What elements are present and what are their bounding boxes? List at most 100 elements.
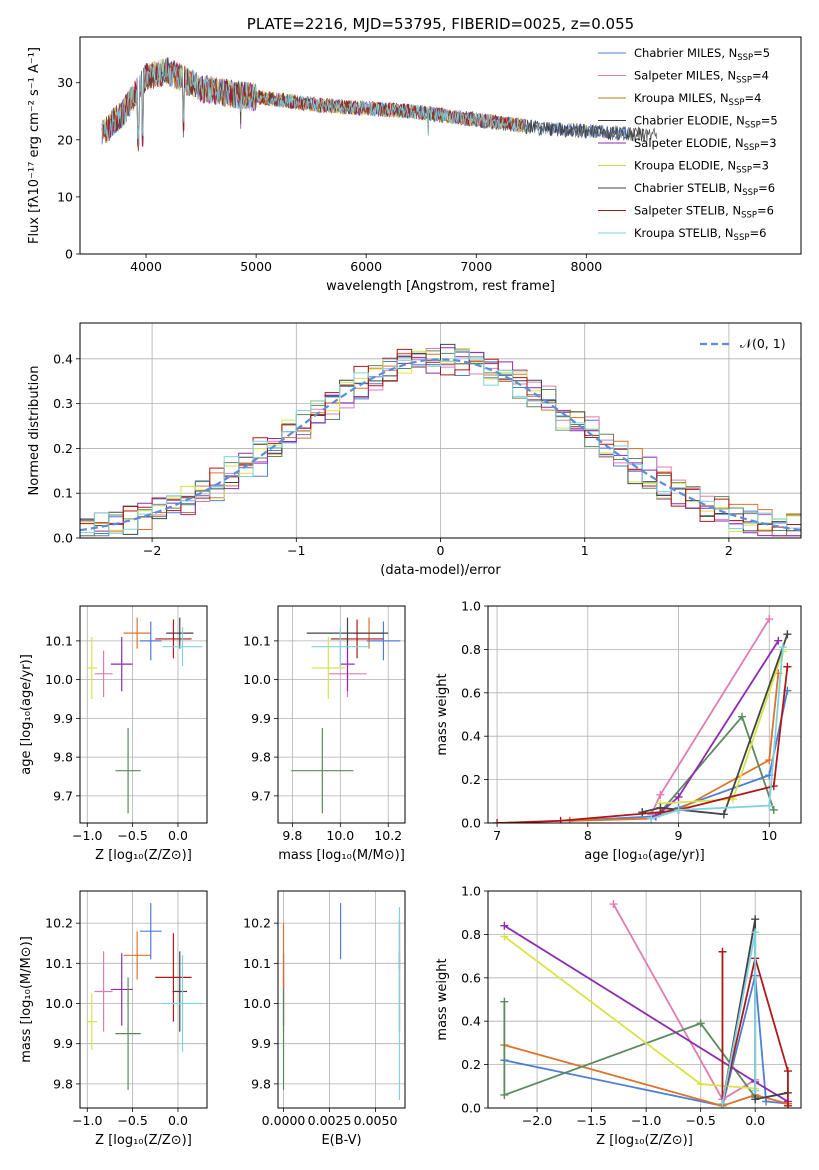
legend-value: =4 [744, 91, 761, 105]
x-tick-label: 5000 [240, 259, 272, 274]
y-axis-label: mass [log₁₀(M/M⊙)] [19, 936, 34, 1063]
x-tick-label: −1.0 [72, 828, 102, 843]
weight-line [642, 633, 789, 816]
y-tick-label: 9.7 [251, 788, 271, 803]
y-tick-label: 9.9 [53, 711, 73, 726]
legend-value: =6 [758, 181, 775, 195]
chart-title: PLATE=2216, MJD=53795, FIBERID=0025, z=0… [247, 15, 634, 33]
data-marker [500, 1090, 509, 1099]
legend-label: Kroupa MILES, NSSP=4 [634, 91, 761, 108]
legend-label: 𝒩(0, 1) [740, 336, 786, 351]
x-tick-label: 0.0 [168, 1113, 188, 1128]
legend-label: Kroupa STELIB, NSSP=6 [634, 226, 766, 243]
data-marker [738, 712, 747, 721]
x-tick-label: −0.5 [685, 1113, 715, 1128]
plot-area [86, 903, 203, 1090]
y-tick-label: 0.0 [461, 1101, 481, 1116]
axes-frame [79, 36, 802, 255]
x-tick-label: 10.2 [374, 828, 402, 843]
y-axis-label: Flux [fλ10⁻¹⁷ erg cm⁻² s⁻¹ A⁻¹] [27, 47, 42, 244]
mass-weight-vs-age-panel: 7 8 9 10 0.0 0.2 0.4 0.6 0.8 1.0 age [log₁₀(age/yr… [435, 599, 802, 863]
x-tick-label: −1.0 [72, 1113, 102, 1128]
y-tick-label: 0 [65, 247, 73, 262]
y-tick-label: 0.6 [461, 685, 481, 700]
y-tick-label: 0.4 [461, 1014, 481, 1029]
x-axis-label: age [log₁₀(age/yr)] [584, 848, 705, 863]
y-tick-label: 9.8 [53, 750, 73, 765]
y-tick-label: 0.3 [53, 396, 73, 411]
y-tick-label: 10.2 [243, 916, 271, 931]
y-tick-label: 0.2 [461, 772, 481, 787]
y-tick-label: 9.8 [251, 750, 271, 765]
legend-value: =3 [760, 136, 777, 150]
data-marker [638, 808, 647, 817]
data-marker [500, 997, 509, 1006]
y-tick-label: 9.9 [53, 1036, 73, 1051]
x-axis-label: E(B-V) [321, 1133, 361, 1148]
y-tick-label: 0.8 [461, 642, 481, 657]
weight-line [503, 935, 756, 1090]
x-tick-label: −2 [143, 543, 161, 558]
axes-frame [277, 605, 406, 824]
y-tick-label: 0.0 [53, 531, 73, 546]
y-tick-label: 10.1 [45, 956, 73, 971]
y-axis-label: mass weight [435, 958, 450, 1040]
weight-line [497, 666, 789, 823]
axes-frame [79, 890, 208, 1109]
legend-subscript: SSP [729, 98, 745, 108]
mass-weight-vs-Z-panel: −2.0 −1.5 −1.0 −0.5 0.0 0.0 0.2 0.4 0.6 0.8 1.0 Z [… [435, 884, 802, 1148]
data-marker [783, 1101, 792, 1108]
weight-line [504, 1044, 789, 1107]
x-tick-label: −0.5 [117, 828, 147, 843]
legend-subscript: SSP [744, 143, 760, 153]
x-tick-label: 0.0050 [354, 1113, 398, 1128]
data-marker [647, 814, 656, 823]
histogram-step [80, 343, 801, 535]
y-axis-label: age [log₁₀(age/yr)] [19, 654, 34, 775]
legend-label: Chabrier MILES, NSSP=5 [634, 46, 770, 63]
y-tick-label: 10.1 [243, 956, 271, 971]
legend-label: Salpeter ELODIE, NSSP=3 [634, 136, 777, 153]
legend-subscript: SSP [737, 53, 753, 63]
age-vs-Z-panel: −1.0 −0.5 0.0 9.7 9.8 9.9 10.0 10.1 Z [log₁₀(Z/Z… [19, 605, 208, 863]
data-marker [783, 630, 792, 639]
x-tick-label: 0.0 [745, 1113, 765, 1128]
x-axis-label: (data-model)/error [380, 563, 501, 578]
x-tick-label: 8 [584, 828, 592, 843]
mass-vs-Z-panel: −1.0 −0.5 0.0 9.8 9.9 10.0 10.1 10.2 Z [log₁₀(Z/… [19, 890, 208, 1148]
x-tick-label: 10 [761, 828, 777, 843]
weight-line [651, 647, 784, 820]
spectrum-line [101, 58, 526, 150]
y-tick-label: 10.1 [45, 633, 73, 648]
age-vs-mass-panel: 9.8 10.0 10.2 9.7 9.8 9.9 10.0 10.1 mass [log₁₀(… [243, 605, 406, 863]
legend-subscript: SSP [736, 166, 752, 176]
x-tick-label: 9.8 [282, 828, 302, 843]
data-marker [774, 636, 783, 645]
axes-frame [79, 322, 802, 539]
x-tick-label: 0.0000 [262, 1113, 306, 1128]
y-tick-label: 0.4 [461, 729, 481, 744]
legend-subscript: SSP [736, 76, 752, 86]
legend-label: Kroupa ELODIE, NSSP=3 [634, 159, 769, 176]
y-tick-label: 10.0 [45, 672, 73, 687]
y-tick-label: 0.8 [461, 927, 481, 942]
normal-curve [80, 358, 801, 532]
legend-label: Salpeter MILES, NSSP=4 [634, 69, 769, 86]
data-marker [500, 921, 509, 930]
y-tick-label: 9.9 [251, 711, 271, 726]
legend-value: =5 [753, 46, 770, 60]
data-marker [500, 932, 509, 941]
x-tick-label: 10.0 [326, 828, 354, 843]
histogram-step [80, 349, 801, 534]
data-marker [765, 756, 774, 765]
spectrum-panel: 4000 5000 6000 7000 8000 0 10 20 30 wavelength [A… [27, 15, 802, 294]
x-axis-label: Z [log₁₀(Z/Z⊙)] [596, 1133, 693, 1148]
legend-value: =5 [761, 114, 778, 128]
y-tick-label: 9.8 [251, 1076, 271, 1091]
y-tick-label: 0.2 [461, 1057, 481, 1072]
plot-area [80, 343, 801, 537]
data-marker [556, 816, 565, 823]
legend-label: Chabrier STELIB, NSSP=6 [634, 181, 775, 198]
legend-value: =4 [752, 69, 769, 83]
y-tick-label: 1.0 [461, 599, 481, 614]
